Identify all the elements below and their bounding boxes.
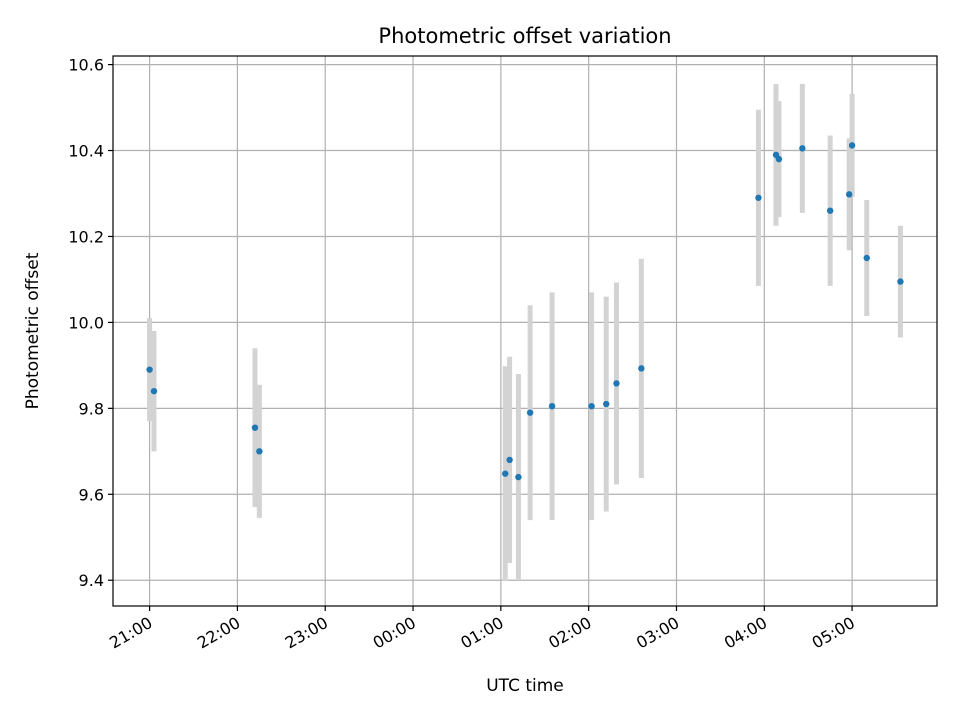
x-tick-label: 01:00: [457, 613, 506, 653]
data-point: [603, 400, 610, 408]
data-point: [256, 448, 263, 455]
data-point: [848, 142, 856, 149]
y-tick-label: 10.2: [68, 227, 104, 246]
data-point: [826, 207, 834, 214]
x-tick-label: 23:00: [282, 613, 331, 653]
x-tick-label: 22:00: [194, 613, 243, 653]
data-point: [515, 473, 522, 481]
x-tick-label: 21:00: [106, 613, 155, 653]
data-point: [506, 456, 513, 464]
data-point: [251, 424, 259, 431]
axis-ticks: 21:00 22:00 23:00 00:00 01:00 02:00 03:00 04:00…: [68, 56, 858, 653]
x-tick-label: 05:00: [809, 613, 858, 653]
y-axis-label: Photometric offset: [23, 252, 43, 409]
plot-frame: [112, 55, 938, 607]
data-points: [146, 142, 904, 481]
y-tick-label: 10.4: [68, 142, 104, 161]
x-tick-label: 02:00: [545, 613, 594, 653]
y-tick-label: 9.6: [79, 485, 104, 504]
chart-title: Photometric offset variation: [378, 24, 671, 48]
data-point: [146, 366, 153, 373]
data-point: [638, 365, 645, 372]
data-point: [799, 145, 806, 152]
data-point: [897, 278, 904, 285]
data-point: [863, 254, 870, 262]
data-point: [845, 191, 853, 198]
data-point: [775, 155, 783, 163]
y-tick-label: 10.0: [68, 313, 104, 332]
x-tick-label: 04:00: [721, 613, 770, 653]
x-tick-label: 00:00: [370, 613, 419, 653]
data-point: [755, 194, 762, 201]
x-axis-label: UTC time: [486, 676, 564, 696]
y-tick-label: 9.8: [79, 399, 104, 418]
y-tick-label: 10.6: [68, 56, 104, 75]
data-point: [548, 402, 556, 410]
grid: [113, 56, 937, 606]
data-point: [150, 387, 158, 395]
data-point: [526, 409, 534, 416]
y-tick-label: 9.4: [79, 571, 104, 590]
data-point: [613, 380, 620, 387]
x-tick-label: 03:00: [633, 613, 682, 653]
data-point: [502, 470, 509, 477]
error-bars: [147, 83, 903, 582]
data-point: [588, 402, 595, 410]
